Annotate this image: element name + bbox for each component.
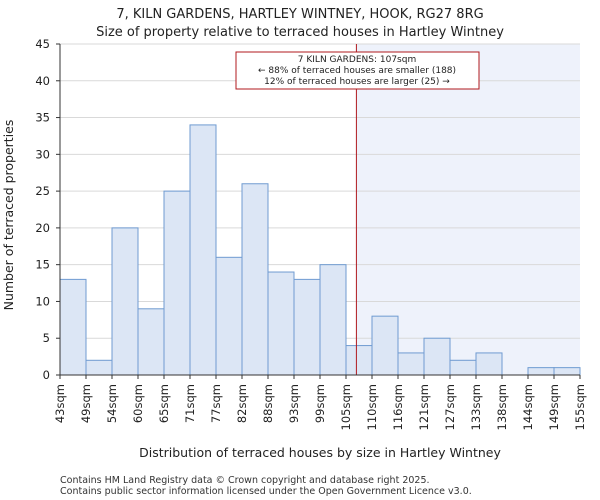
- y-tick-label: 40: [35, 74, 50, 88]
- x-tick-label: 138sqm: [495, 384, 509, 430]
- x-tick-label: 71sqm: [183, 384, 197, 423]
- annotation-line-2: ← 88% of terraced houses are smaller (18…: [258, 66, 456, 76]
- y-tick-label: 45: [35, 37, 50, 51]
- bar-149sqm: [553, 367, 581, 376]
- bar-54sqm: [111, 227, 139, 376]
- bar-127sqm: [449, 359, 477, 376]
- y-tick-labels: 0 5 10 15 20 25 30 35 40 45: [35, 37, 60, 382]
- x-tick-label: 65sqm: [157, 384, 171, 423]
- x-tick-label: 121sqm: [417, 384, 431, 430]
- x-tick-label: 105sqm: [339, 384, 353, 430]
- bar-93sqm: [293, 278, 321, 376]
- bars: [59, 124, 581, 376]
- x-tick-label: 49sqm: [79, 384, 93, 423]
- x-axis-label: Distribution of terraced houses by size …: [139, 445, 501, 460]
- x-tick-label: 54sqm: [105, 384, 119, 423]
- annotation-line-1: 7 KILN GARDENS: 107sqm: [298, 55, 416, 65]
- bar-121sqm: [423, 337, 451, 376]
- bar-43sqm: [59, 278, 87, 376]
- annotation-box: 7 KILN GARDENS: 107sqm ← 88% of terraced…: [235, 51, 480, 90]
- x-tick-label: 144sqm: [521, 384, 535, 430]
- x-tick-labels: 43sqm 49sqm 54sqm 60sqm 65sqm 71sqm 77sqm 82sqm…: [53, 375, 587, 430]
- y-axis-label: Number of terraced properties: [1, 120, 16, 311]
- annotation-frame: [235, 51, 480, 90]
- x-tick-label: 116sqm: [391, 384, 405, 430]
- y-tick-label: 0: [43, 368, 50, 382]
- bar-88sqm: [267, 271, 295, 376]
- bar-77sqm: [215, 256, 243, 376]
- x-tick-label: 82sqm: [235, 384, 249, 423]
- bar-105sqm: [345, 345, 373, 376]
- y-tick-label: 5: [43, 331, 50, 345]
- y-tick-label: 15: [35, 258, 50, 272]
- annotation-line-3: 12% of terraced houses are larger (25) →: [264, 77, 450, 87]
- x-tick-label: 60sqm: [131, 384, 145, 423]
- x-tick-label: 127sqm: [443, 384, 457, 430]
- bar-71sqm: [189, 124, 217, 376]
- x-tick-label: 133sqm: [469, 384, 483, 430]
- bar-65sqm: [163, 190, 191, 376]
- bar-82sqm: [241, 183, 269, 376]
- x-tick-label: 77sqm: [209, 384, 223, 423]
- bar-60sqm: [137, 308, 165, 376]
- chart-title: 7, KILN GARDENS, HARTLEY WINTNEY, HOOK, …: [116, 7, 483, 22]
- x-tick-label: 88sqm: [261, 384, 275, 423]
- footer-line-1: Contains HM Land Registry data © Crown c…: [60, 475, 430, 486]
- x-tick-label: 93sqm: [287, 384, 301, 423]
- y-tick-label: 20: [35, 221, 50, 235]
- y-tick-label: 10: [35, 294, 50, 308]
- bar-99sqm: [319, 264, 347, 376]
- bar-133sqm: [475, 352, 503, 376]
- x-tick-label: 110sqm: [365, 384, 379, 430]
- footer-line-2: Contains public sector information licen…: [60, 486, 472, 497]
- y-tick-label: 30: [35, 147, 50, 161]
- bar-144sqm: [527, 367, 555, 376]
- x-tick-label: 149sqm: [547, 384, 561, 430]
- y-tick-label: 25: [35, 184, 50, 198]
- x-tick-label: 99sqm: [313, 384, 327, 423]
- chart-subtitle: Size of property relative to terraced ho…: [96, 25, 504, 40]
- bar-49sqm: [85, 359, 113, 376]
- y-tick-label: 35: [35, 111, 50, 125]
- x-tick-label: 43sqm: [53, 384, 67, 423]
- bar-110sqm: [371, 315, 399, 376]
- x-tick-label: 155sqm: [573, 384, 587, 430]
- bar-116sqm: [397, 352, 425, 376]
